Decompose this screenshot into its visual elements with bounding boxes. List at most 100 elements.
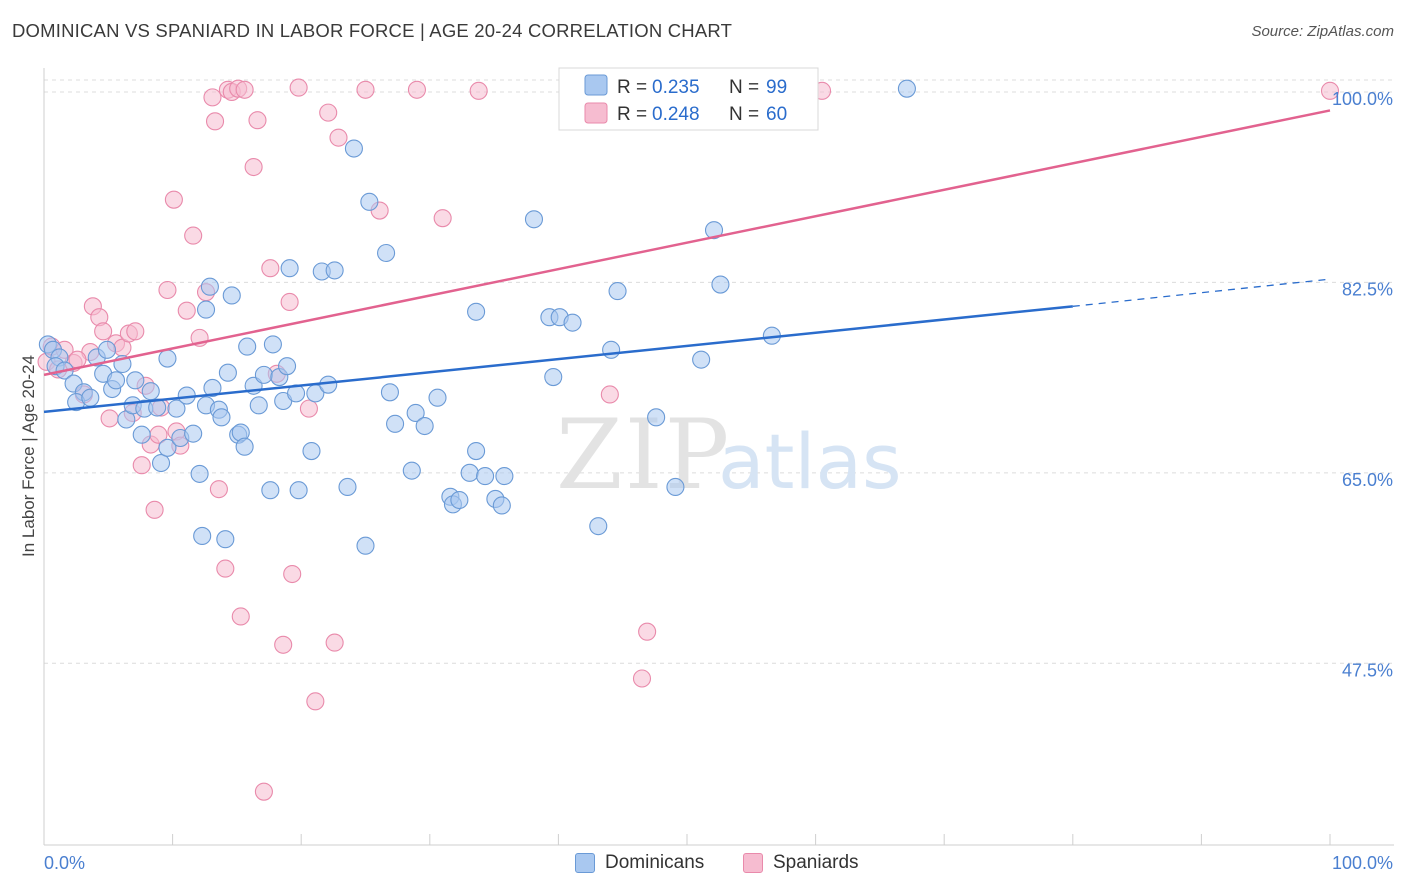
- spaniards-point: [433, 209, 452, 228]
- spaniards-point: [329, 128, 348, 147]
- spaniards-point: [231, 607, 250, 626]
- dominicans-point: [406, 403, 425, 423]
- y-tick-label: 100.0%: [1332, 89, 1393, 109]
- dominicans-point: [212, 408, 231, 427]
- legend-top: R = 0.235 N = 99 R = 0.248 N = 60: [558, 67, 819, 131]
- dominicans-point: [222, 286, 241, 305]
- spaniards-point: [132, 456, 151, 475]
- watermark-zip: ZIP: [556, 399, 731, 511]
- spaniards-point: [205, 112, 225, 131]
- spaniards-point: [158, 280, 177, 300]
- legend-bottom: Dominicans Spaniards: [0, 852, 1406, 878]
- y-tick-label: 65.0%: [1342, 470, 1393, 490]
- dominicans-point: [711, 275, 730, 294]
- legend-spaniards-swatch: [584, 102, 608, 124]
- watermark-atlas: atlas: [718, 417, 902, 506]
- dominicans-point: [190, 464, 209, 483]
- dominicans-point: [126, 371, 145, 390]
- dominicans-point: [238, 337, 257, 356]
- dominicans-point: [302, 442, 321, 461]
- dominicans-point: [200, 277, 219, 296]
- spaniards-point: [1320, 81, 1340, 100]
- legend-n-label-2: N =: [729, 104, 764, 125]
- dominicans-point: [356, 536, 375, 555]
- spaniards-point: [289, 78, 308, 97]
- spaniards-point: [216, 559, 235, 578]
- x-tick-marks: [172, 834, 1331, 845]
- dominicans-point: [167, 399, 186, 418]
- dominicans-point: [280, 259, 299, 278]
- spaniards-point: [280, 292, 299, 312]
- dominicans-point: [193, 526, 212, 545]
- legend-label-spaniards: Spaniards: [773, 852, 859, 873]
- legend-item-spaniards: Spaniards: [743, 852, 859, 874]
- spaniards-point: [177, 301, 196, 320]
- spaniards-point: [274, 635, 293, 654]
- dominicans-point: [377, 243, 396, 263]
- spaniards-point: [203, 88, 222, 107]
- dominicans-point: [492, 496, 511, 515]
- dominicans-point: [647, 408, 666, 427]
- dominicans-point: [216, 530, 235, 549]
- spaniards-point: [209, 480, 228, 499]
- dominicans-trend-line: [43, 305, 1073, 414]
- watermark: ZIP atlas: [556, 399, 902, 511]
- spaniards-point: [306, 692, 325, 711]
- legend-n-value-1: 99: [766, 77, 787, 98]
- dominicans-point: [704, 221, 724, 240]
- dominicans-point: [344, 139, 363, 158]
- dominicans-point: [106, 371, 126, 390]
- dominicans-point: [132, 425, 151, 444]
- dominicans-point: [319, 375, 338, 394]
- dominicans-point: [460, 463, 479, 482]
- legend-item-dominicans: Dominicans: [575, 852, 704, 874]
- legend-dominicans-swatch: [584, 74, 608, 96]
- legend-r-label-2: R =: [617, 104, 652, 125]
- dominicans-point: [608, 282, 627, 301]
- spaniards-swatch: [743, 853, 763, 873]
- x-tick-labels: 0.0% 100.0%: [44, 853, 1393, 873]
- dominicans-point: [218, 363, 237, 382]
- dominicans-point: [158, 438, 177, 457]
- legend-r-value-2: 0.248: [652, 104, 700, 125]
- dominicans-point: [589, 517, 608, 536]
- spaniards-point: [600, 385, 619, 404]
- spaniards-point: [100, 409, 119, 428]
- dominicans-point: [563, 313, 582, 332]
- chart-title: DOMINICAN VS SPANIARD IN LABOR FORCE | A…: [12, 20, 733, 41]
- dominicans-point: [263, 335, 282, 354]
- dominicans-point: [467, 442, 486, 461]
- spaniards-point: [299, 399, 318, 418]
- spaniards-point: [261, 259, 280, 278]
- spaniards-point: [244, 157, 263, 177]
- dominicans-point: [261, 481, 280, 500]
- dominicans-point: [203, 378, 222, 397]
- spaniards-point: [164, 190, 183, 209]
- dominicans-point: [254, 365, 273, 384]
- legend-n-value-2: 60: [766, 104, 787, 125]
- dominicans-point: [428, 388, 447, 407]
- dominicans-point: [235, 437, 254, 456]
- spaniards-point: [126, 322, 145, 341]
- spaniards-point: [184, 226, 203, 245]
- dominicans-point: [476, 467, 495, 486]
- dominicans-point: [524, 210, 544, 229]
- spaniards-point: [319, 103, 338, 122]
- spaniards-point: [407, 80, 426, 99]
- dominicans-point: [360, 192, 379, 211]
- spaniards-point: [235, 80, 254, 99]
- trend-lines: [43, 109, 1331, 414]
- axes: [43, 68, 1394, 846]
- y-tick-labels: 47.5% 65.0% 82.5% 100.0%: [1332, 89, 1393, 680]
- y-tick-label: 82.5%: [1342, 279, 1393, 299]
- dominicans-point: [402, 461, 421, 480]
- dominicans-point: [666, 477, 685, 497]
- dominicans-point: [386, 414, 405, 433]
- source-label: Source: ZipAtlas.com: [1251, 23, 1394, 40]
- dominicans-point: [289, 481, 308, 500]
- dominicans-point: [338, 477, 357, 497]
- spaniards-point: [632, 669, 652, 688]
- y-axis-label: In Labor Force | Age 20-24: [19, 355, 38, 557]
- dominicans-point: [415, 416, 434, 436]
- spaniards-point: [469, 81, 488, 100]
